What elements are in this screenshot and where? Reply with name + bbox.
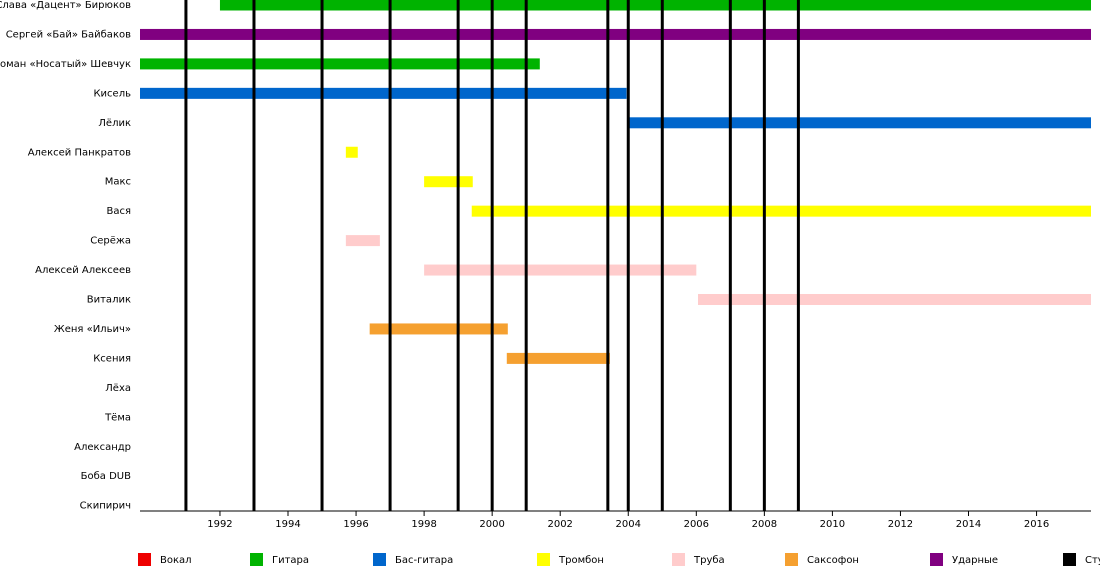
row-label: Роман «Носатый» Шевчук	[0, 59, 131, 70]
row-label: Скипирич	[80, 501, 131, 512]
member-bar	[345, 235, 380, 247]
member-bar	[140, 28, 1091, 40]
x-tick-label: 2006	[684, 519, 709, 530]
row-label: Алексей Панкратов	[28, 147, 131, 158]
x-tick-label: 2010	[820, 519, 845, 530]
legend-swatch	[373, 553, 386, 566]
member-bar	[369, 323, 508, 335]
legend-swatch	[1063, 553, 1076, 566]
legend-swatch	[672, 553, 685, 566]
legend-label: Труба	[693, 555, 725, 566]
x-tick-label: 2012	[888, 519, 913, 530]
member-bar	[140, 87, 627, 99]
row-label: Алексей Алексеев	[35, 265, 131, 276]
member-bar	[424, 264, 697, 276]
member-bar	[345, 146, 358, 158]
member-bar	[219, 0, 1091, 11]
legend-swatch	[250, 553, 263, 566]
x-tick-label: 1992	[207, 519, 232, 530]
legend-swatch	[785, 553, 798, 566]
x-tick-label: 2000	[479, 519, 504, 530]
x-tick-label: 2004	[616, 519, 641, 530]
row-label: Слава «Дацент» Бирюков	[0, 0, 131, 11]
row-label: Лёха	[105, 383, 131, 394]
row-label: Виталик	[87, 295, 131, 306]
member-bar	[140, 58, 540, 70]
row-label: Боба DUB	[81, 471, 131, 482]
legend-swatch	[537, 553, 550, 566]
legend-swatch	[930, 553, 943, 566]
row-label: Вася	[106, 206, 131, 217]
row-label: Александр	[74, 442, 131, 453]
legend-label: Гитара	[272, 555, 309, 566]
row-label: Серёжа	[90, 236, 131, 247]
row-label: Лёлик	[98, 118, 131, 129]
x-tick-label: 2002	[547, 519, 572, 530]
row-label: Кисель	[93, 88, 131, 99]
legend-label: Ударные	[952, 555, 998, 566]
row-label: Ксения	[93, 353, 131, 364]
x-tick-label: 1998	[411, 519, 436, 530]
legend-label: Бас-гитара	[395, 555, 453, 566]
x-tick-label: 1994	[275, 519, 300, 530]
member-bar	[628, 117, 1091, 129]
x-tick-label: 2008	[752, 519, 777, 530]
row-label: Тёма	[104, 412, 131, 423]
row-label: Макс	[105, 177, 131, 188]
x-tick-label: 2014	[956, 519, 981, 530]
member-bar	[698, 294, 1091, 305]
member-bar	[506, 352, 610, 364]
legend-label: Студийные альбомы	[1085, 555, 1100, 566]
x-tick-label: 1996	[343, 519, 368, 530]
row-label: Сергей «Бай» Байбаков	[6, 29, 131, 40]
member-bar	[471, 205, 1092, 217]
row-label: Женя «Ильич»	[54, 324, 131, 335]
legend-swatch	[138, 553, 151, 566]
x-tick-label: 2016	[1024, 519, 1049, 530]
legend-label: Тромбон	[558, 555, 604, 566]
legend-label: Саксофон	[807, 555, 859, 566]
legend-label: Вокал	[160, 555, 192, 566]
member-bar	[424, 176, 473, 188]
